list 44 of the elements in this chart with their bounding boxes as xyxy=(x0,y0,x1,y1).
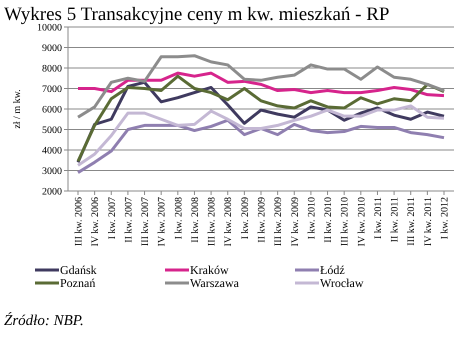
text: Źródło: NBP. xyxy=(4,312,84,329)
legend-label: Gdańsk xyxy=(60,263,97,278)
x-tick-label: II kw. 2009 xyxy=(256,197,268,243)
chart-title: Wykres 5 Transakcyjne ceny m kw. mieszkań - RP xyxy=(4,4,390,25)
legend-label: Wrocław xyxy=(320,276,364,290)
x-tick-label: II kw. 2010 xyxy=(323,197,334,243)
x-tick-label: III kw. 2007 xyxy=(140,197,152,246)
legend-label: Poznań xyxy=(60,276,96,290)
line-series xyxy=(76,118,446,174)
x-tick-label: III kw. 2006 xyxy=(74,197,84,246)
y-tick-label: 2000 xyxy=(42,186,62,198)
legend-label: Kraków xyxy=(190,263,229,278)
legend-label: Łódź xyxy=(320,263,345,278)
y-tick-label: 4000 xyxy=(42,146,62,156)
x-tick-label: IV kw. 2010 xyxy=(356,197,368,246)
y-tick-label: 10000 xyxy=(37,22,62,34)
y-tick-label: 8000 xyxy=(42,64,62,74)
x-tick-label: IV kw. 2009 xyxy=(290,197,301,246)
x-tick-label: I kw. 2010 xyxy=(306,197,318,240)
x-tick-label: I kw. 2012 xyxy=(440,197,450,240)
x-tick-label: I kw. 2011 xyxy=(372,197,384,240)
x-tick-label: II kw. 2008 xyxy=(190,197,201,243)
y-tick-label: 6000 xyxy=(42,104,62,116)
y-axis-title: zł / m kw. xyxy=(12,89,23,129)
legend-label: Warszawa xyxy=(190,276,240,290)
x-tick-label: I kw. 2008 xyxy=(173,197,184,240)
x-tick-label: IV kw. 2008 xyxy=(223,197,234,246)
x-tick-label: I kw. 2007 xyxy=(106,197,118,240)
x-tick-label: IV kw. 2006 xyxy=(90,197,102,246)
x-tick-label: III kw. 2010 xyxy=(340,197,351,246)
x-tick-label: II kw. 2007 xyxy=(123,197,134,243)
line-series xyxy=(76,72,446,98)
x-tick-label: III kw. 2009 xyxy=(273,197,284,246)
x-tick-label: IV kw. 2007 xyxy=(156,197,168,246)
y-tick-label: 3000 xyxy=(42,166,62,177)
line-series xyxy=(76,104,446,167)
x-tick-label: III kw. 2011 xyxy=(406,197,418,246)
y-tick-label: 5000 xyxy=(42,125,62,136)
x-tick-label: I kw. 2009 xyxy=(240,197,251,240)
x-tick-label: III kw. 2008 xyxy=(206,197,218,246)
x-tick-label: II kw. 2011 xyxy=(390,197,401,242)
y-tick-label: 9000 xyxy=(42,43,62,54)
x-tick-label: IV kw. 2011 xyxy=(422,197,434,246)
y-tick-label: 7000 xyxy=(42,84,62,95)
